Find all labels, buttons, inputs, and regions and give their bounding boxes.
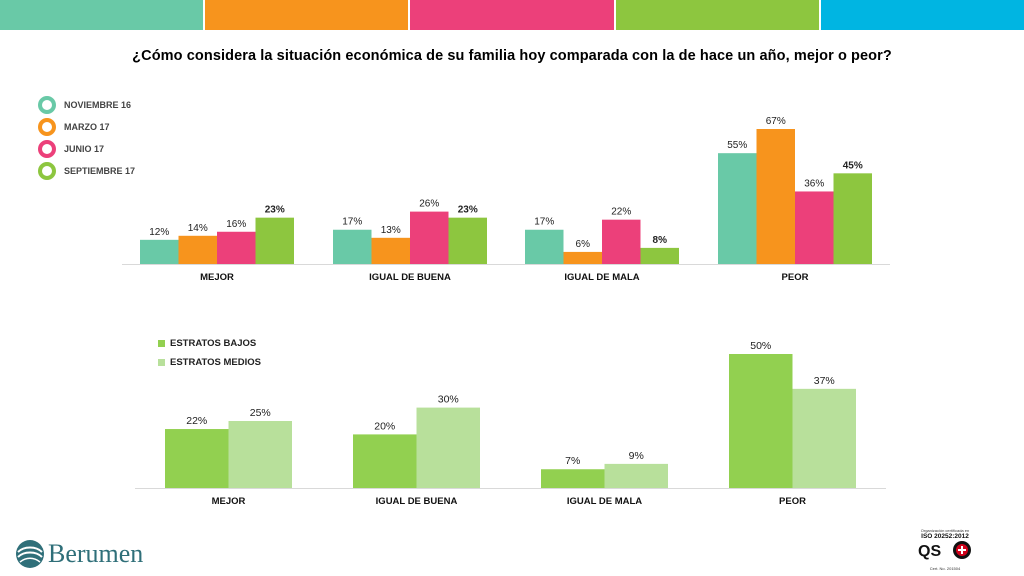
data-label: 16% xyxy=(226,219,246,230)
legend-item: JUNIO 17 xyxy=(38,138,135,160)
bar xyxy=(833,173,872,264)
data-label: 36% xyxy=(804,178,824,189)
data-label: 22% xyxy=(611,207,631,218)
bar xyxy=(410,211,449,264)
data-label: 6% xyxy=(576,239,591,250)
bar xyxy=(255,217,294,264)
data-label: 67% xyxy=(766,116,786,127)
legend-bottom-chart: ESTRATOS BAJOS ESTRATOS MEDIOS xyxy=(158,334,261,372)
bar xyxy=(353,434,417,488)
cert-standard: ISO 20252:2012 xyxy=(921,533,969,540)
data-label: 25% xyxy=(250,407,271,419)
data-label: 23% xyxy=(265,205,285,216)
legend-ring-icon xyxy=(38,140,56,158)
bar xyxy=(416,407,480,488)
bar xyxy=(178,235,217,264)
data-label: 20% xyxy=(374,420,395,432)
bar xyxy=(729,354,793,488)
bar xyxy=(165,429,229,488)
category-label: IGUAL DE MALA xyxy=(567,496,642,507)
bar xyxy=(604,463,668,488)
legend-label: JUNIO 17 xyxy=(64,144,105,154)
bar xyxy=(228,421,292,488)
legend-item: ESTRATOS MEDIOS xyxy=(158,353,261,372)
data-label: 55% xyxy=(727,140,747,151)
data-label: 37% xyxy=(814,375,835,387)
bar xyxy=(448,217,487,264)
legend-item: NOVIEMBRE 16 xyxy=(38,94,135,116)
qs-seal-icon: QS xyxy=(918,541,971,560)
bar xyxy=(333,229,372,264)
cert-top-text: Organización certificada en xyxy=(920,528,970,533)
bar xyxy=(541,469,605,488)
berumen-logo: Berumen xyxy=(14,538,143,570)
category-label: IGUAL DE BUENA xyxy=(376,496,458,507)
bar xyxy=(217,231,256,264)
data-label: 22% xyxy=(186,415,207,427)
color-segment-1 xyxy=(0,0,206,30)
bar xyxy=(602,219,641,264)
data-label: 23% xyxy=(458,205,478,216)
data-label: 14% xyxy=(188,223,208,234)
bar xyxy=(718,153,757,264)
data-label: 13% xyxy=(381,225,401,236)
cert-bottom-text: Cert. No. 201504 xyxy=(929,566,961,571)
data-label: 9% xyxy=(629,450,644,462)
color-segment-5 xyxy=(820,0,1024,30)
color-segment-2 xyxy=(205,0,411,30)
legend-ring-icon xyxy=(38,118,56,136)
bar xyxy=(795,191,834,264)
iso-certification-badge: Organización certificada en ISO 20252:20… xyxy=(914,528,976,572)
bar xyxy=(525,229,564,264)
legend-ring-icon xyxy=(38,162,56,180)
legend-label: ESTRATOS BAJOS xyxy=(170,338,257,349)
slide-title: ¿Cómo considera la situación económica d… xyxy=(132,48,892,64)
bar xyxy=(140,239,179,264)
legend-label: SEPTIEMBRE 17 xyxy=(64,166,136,176)
data-label: 12% xyxy=(149,227,169,238)
data-label: 7% xyxy=(565,455,580,467)
svg-text:QS: QS xyxy=(918,543,941,560)
data-label: 26% xyxy=(419,199,439,210)
legend-top-chart: NOVIEMBRE 16 MARZO 17 JUNIO 17 SEPTIEMBR… xyxy=(38,94,135,182)
category-label: IGUAL DE BUENA xyxy=(369,272,451,283)
bar xyxy=(640,247,679,264)
legend-square-icon xyxy=(158,359,165,366)
data-label: 17% xyxy=(342,217,362,228)
legend-label: MARZO 17 xyxy=(64,122,110,132)
bar xyxy=(563,251,602,264)
data-label: 30% xyxy=(438,394,459,406)
category-label: PEOR xyxy=(782,272,809,283)
data-label: 8% xyxy=(653,235,668,246)
legend-item: ESTRATOS BAJOS xyxy=(158,334,261,353)
legend-item: SEPTIEMBRE 17 xyxy=(38,160,135,182)
color-segment-3 xyxy=(410,0,616,30)
logo-wordmark: Berumen xyxy=(48,539,144,568)
legend-item: MARZO 17 xyxy=(38,116,135,138)
data-label: 50% xyxy=(750,340,771,352)
category-label: MEJOR xyxy=(200,272,234,283)
bar xyxy=(756,129,795,264)
bar xyxy=(371,237,410,264)
legend-square-icon xyxy=(158,340,165,347)
globe-icon xyxy=(16,540,44,568)
header-color-bar xyxy=(0,0,1024,30)
data-label: 45% xyxy=(843,160,863,171)
legend-label: ESTRATOS MEDIOS xyxy=(170,357,261,368)
category-label: IGUAL DE MALA xyxy=(564,272,639,283)
color-segment-4 xyxy=(615,0,821,30)
category-label: PEOR xyxy=(779,496,806,507)
data-label: 17% xyxy=(534,217,554,228)
legend-label: NOVIEMBRE 16 xyxy=(64,100,132,110)
category-label: MEJOR xyxy=(212,496,246,507)
legend-ring-icon xyxy=(38,96,56,114)
bar xyxy=(792,388,856,488)
